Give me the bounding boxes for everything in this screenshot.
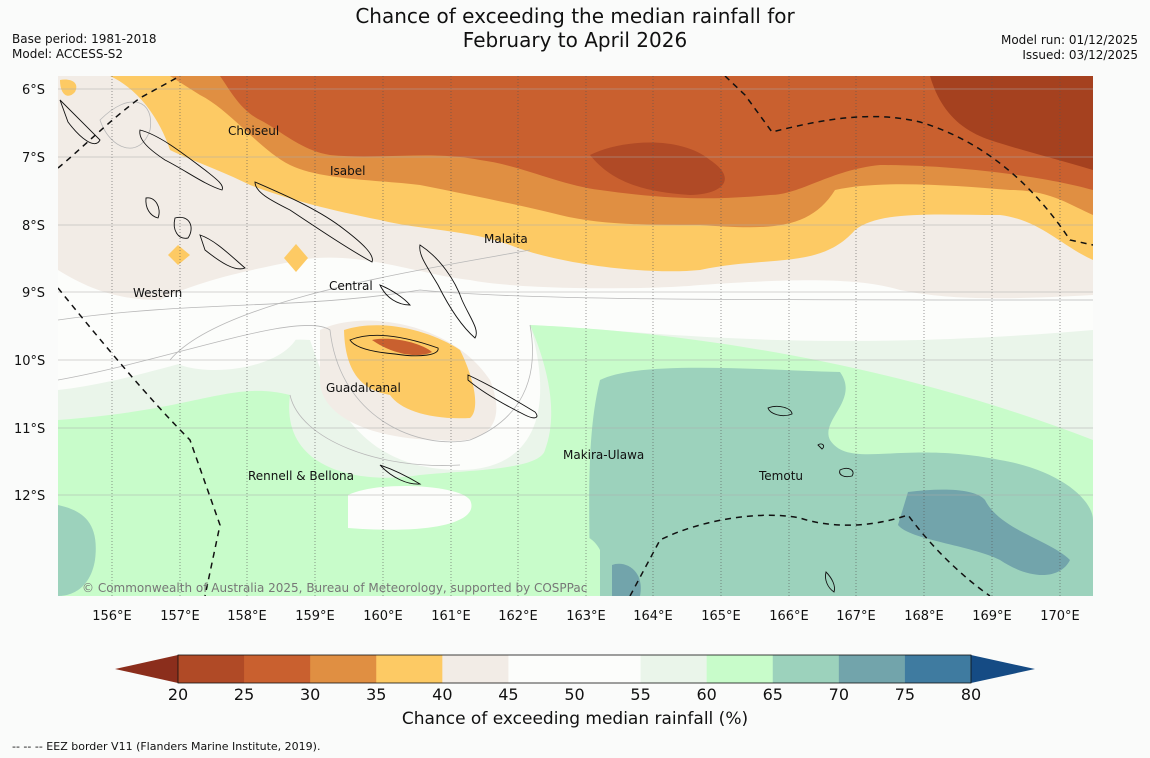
lon-label: 159°E [295,609,335,624]
lon-label: 164°E [633,609,673,624]
lon-label: 156°E [92,609,132,624]
lon-label: 163°E [566,609,606,624]
lon-label: 162°E [498,609,538,624]
lat-label: 9°S [22,286,45,301]
colorbar-cell [904,655,972,683]
colorbar-tick-label: 65 [763,685,783,700]
base-period: Base period: 1981-2018 [12,32,157,46]
colorbar-tick-label: 55 [630,685,650,700]
colorbar-tick-label: 30 [300,685,320,700]
region-label-western: Western [133,286,182,300]
colorbar-cell [772,655,840,683]
lat-label: 11°S [14,422,45,437]
eez-border [58,76,1093,596]
lon-label: 166°E [769,609,809,624]
colorbar-cell [178,655,245,683]
region-label-central: Central [329,279,373,293]
colorbar-cell [706,655,774,683]
lat-label: 7°S [22,151,45,166]
colorbar-tick-label: 25 [234,685,254,700]
region-label-choiseul: Choiseul [228,124,279,138]
island-outlines [59,99,854,593]
title-line-2: February to April 2026 [462,28,688,52]
colorbar-tick-label: 80 [961,685,981,700]
colorbar-cell [376,655,443,683]
title-line-1: Chance of exceeding the median rainfall … [355,4,795,28]
model-run: Model run: 01/12/2025 [1000,33,1138,47]
lat-label: 10°S [14,354,45,369]
region-label-rennell-bellona: Rennell & Bellona [248,469,354,483]
colorbar-tick-label: 45 [498,685,518,700]
lon-label: 169°E [972,609,1012,624]
colorbar-tick-label: 75 [895,685,915,700]
colorbar-label: Chance of exceeding median rainfall (%) [401,709,749,729]
colorbar-cell [244,655,311,683]
colorbar-tick-label: 40 [432,685,452,700]
eez-footnote: -- -- -- EEZ border V11 (Flanders Marine… [12,740,321,753]
colorbar-tick-label: 50 [564,685,584,700]
model-name: Model: ACCESS-S2 [12,47,124,61]
region-label-isabel: Isabel [330,164,365,178]
colorbar-cell [838,655,906,683]
lon-label: 167°E [836,609,876,624]
colorbar-tick-label: 35 [366,685,386,700]
lon-label: 157°E [160,609,200,624]
colorbar-cell [508,655,575,683]
colorbar-cell [574,655,642,683]
lon-label: 160°E [363,609,403,624]
region-label-makira-ulawa: Makira-Ulawa [563,448,644,462]
rainfall-contours: Choiseul Isabel Malaita Central Western … [58,76,1093,596]
colorbar-cell [442,655,509,683]
issued-date: Issued: 03/12/2025 [1022,48,1138,62]
colorbar: 20 25 30 35 40 45 50 55 60 65 70 75 80 [115,654,1035,700]
lon-label: 165°E [701,609,741,624]
lat-label: 8°S [22,219,45,234]
colorbar-tick-label: 70 [829,685,849,700]
region-label-temotu: Temotu [758,469,803,483]
lon-label: 170°E [1040,609,1080,624]
copyright-notice: © Commonwealth of Australia 2025, Bureau… [82,581,587,595]
lon-label: 168°E [904,609,944,624]
colorbar-high-arrow [971,655,1035,683]
lat-label: 6°S [22,83,45,98]
region-label-malaita: Malaita [484,232,528,246]
colorbar-low-arrow [115,655,178,683]
forecast-map: Choiseul Isabel Malaita Central Western … [14,76,1093,700]
region-label-guadalcanal: Guadalcanal [326,381,401,395]
colorbar-cell [640,655,708,683]
lon-label: 161°E [431,609,471,624]
colorbar-tick-label: 20 [168,685,188,700]
colorbar-tick-label: 60 [696,685,716,700]
lat-label: 12°S [14,489,45,504]
lon-label: 158°E [227,609,267,624]
colorbar-cell [310,655,377,683]
